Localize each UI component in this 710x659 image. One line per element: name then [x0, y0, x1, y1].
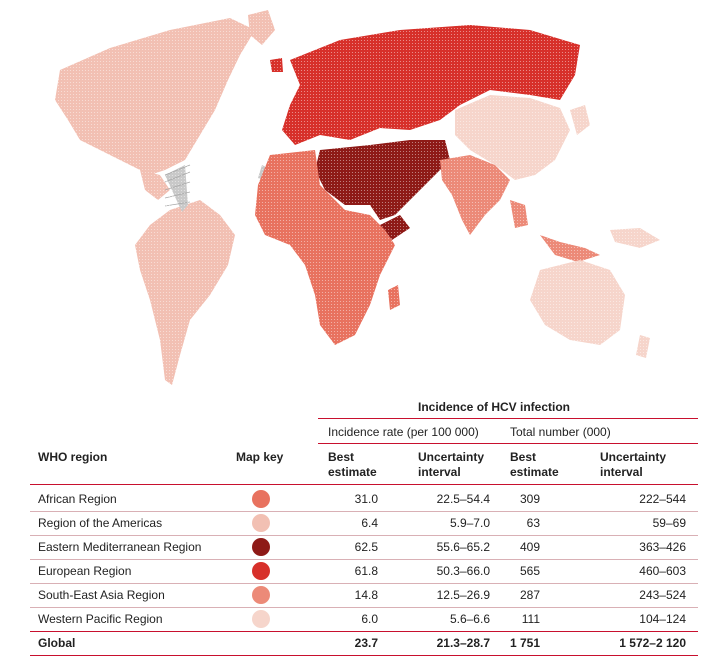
- cell-rate-interval: 12.5–26.9: [436, 588, 490, 602]
- cell-total-best: 409: [519, 540, 540, 554]
- map-key-swatch: [252, 586, 270, 604]
- cell-total-best: 287: [519, 588, 540, 602]
- cell-rate-interval: 22.5–54.4: [436, 492, 490, 506]
- row-divider: [30, 655, 698, 656]
- cell-rate-best: 61.8: [354, 564, 378, 578]
- map-key-swatch: [252, 562, 270, 580]
- cell-total-interval: 104–124: [639, 612, 686, 626]
- rule-groups: [318, 443, 698, 444]
- col-header-region: WHO region: [38, 450, 108, 464]
- cell-total-best: 1 751: [510, 636, 541, 650]
- incidence-table: Incidence of HCV infection Incidence rat…: [30, 392, 698, 657]
- cell-rate-best: 14.8: [354, 588, 378, 602]
- cell-rate-best: 62.5: [354, 540, 378, 554]
- cell-rate-interval: 5.9–7.0: [449, 516, 490, 530]
- cell-total-best: 309: [519, 492, 540, 506]
- cell-total-interval: 363–426: [639, 540, 686, 554]
- cell-rate-interval: 21.3–28.7: [436, 636, 490, 650]
- map-key-swatch: [252, 610, 270, 628]
- map-key-swatch: [252, 538, 270, 556]
- col-header-total-best-2: estimate: [510, 465, 559, 479]
- col-header-total-unc-2: interval: [600, 465, 643, 479]
- cell-region: Region of the Americas: [38, 516, 163, 530]
- row-divider: [30, 511, 698, 512]
- cell-total-best: 111: [521, 612, 540, 626]
- cell-total-interval: 222–544: [639, 492, 686, 506]
- cell-total-interval: 1 572–2 120: [619, 636, 686, 650]
- cell-rate-interval: 50.3–66.0: [436, 564, 490, 578]
- group-header-total: Total number (000): [510, 425, 611, 439]
- row-divider: [30, 535, 698, 536]
- cell-region: Eastern Mediterranean Region: [38, 540, 202, 554]
- col-header-rate-best-2: estimate: [328, 465, 377, 479]
- map-key-swatch: [252, 514, 270, 532]
- cell-region: Global: [38, 636, 76, 650]
- cell-region: Western Pacific Region: [38, 612, 163, 626]
- cell-rate-best: 23.7: [354, 636, 378, 650]
- rule-header: [30, 484, 698, 485]
- col-header-map-key: Map key: [236, 450, 284, 464]
- col-header-rate-best-1: Best: [328, 450, 355, 464]
- cell-total-interval: 243–524: [639, 588, 686, 602]
- cell-total-best: 565: [519, 564, 540, 578]
- cell-rate-best: 31.0: [354, 492, 378, 506]
- cell-rate-best: 6.0: [361, 612, 378, 626]
- cell-region: South-East Asia Region: [38, 588, 165, 602]
- row-divider: [30, 559, 698, 560]
- rule-top: [318, 418, 698, 419]
- map-key-swatch: [252, 490, 270, 508]
- cell-region: European Region: [38, 564, 132, 578]
- cell-rate-interval: 5.6–6.6: [449, 612, 490, 626]
- cell-total-best: 63: [526, 516, 540, 530]
- world-map: [0, 0, 710, 390]
- cell-total-interval: 59–69: [652, 516, 686, 530]
- table-super-header: Incidence of HCV infection: [418, 400, 571, 414]
- cell-total-interval: 460–603: [639, 564, 686, 578]
- row-divider: [30, 631, 698, 632]
- col-header-rate-unc-1: Uncertainty: [418, 450, 485, 464]
- col-header-total-best-1: Best: [510, 450, 537, 464]
- col-header-total-unc-1: Uncertainty: [600, 450, 667, 464]
- cell-region: African Region: [38, 492, 117, 506]
- col-header-rate-unc-2: interval: [418, 465, 461, 479]
- group-header-rate: Incidence rate (per 100 000): [328, 425, 479, 439]
- row-divider: [30, 607, 698, 608]
- row-divider: [30, 583, 698, 584]
- cell-rate-interval: 55.6–65.2: [436, 540, 490, 554]
- cell-rate-best: 6.4: [361, 516, 378, 530]
